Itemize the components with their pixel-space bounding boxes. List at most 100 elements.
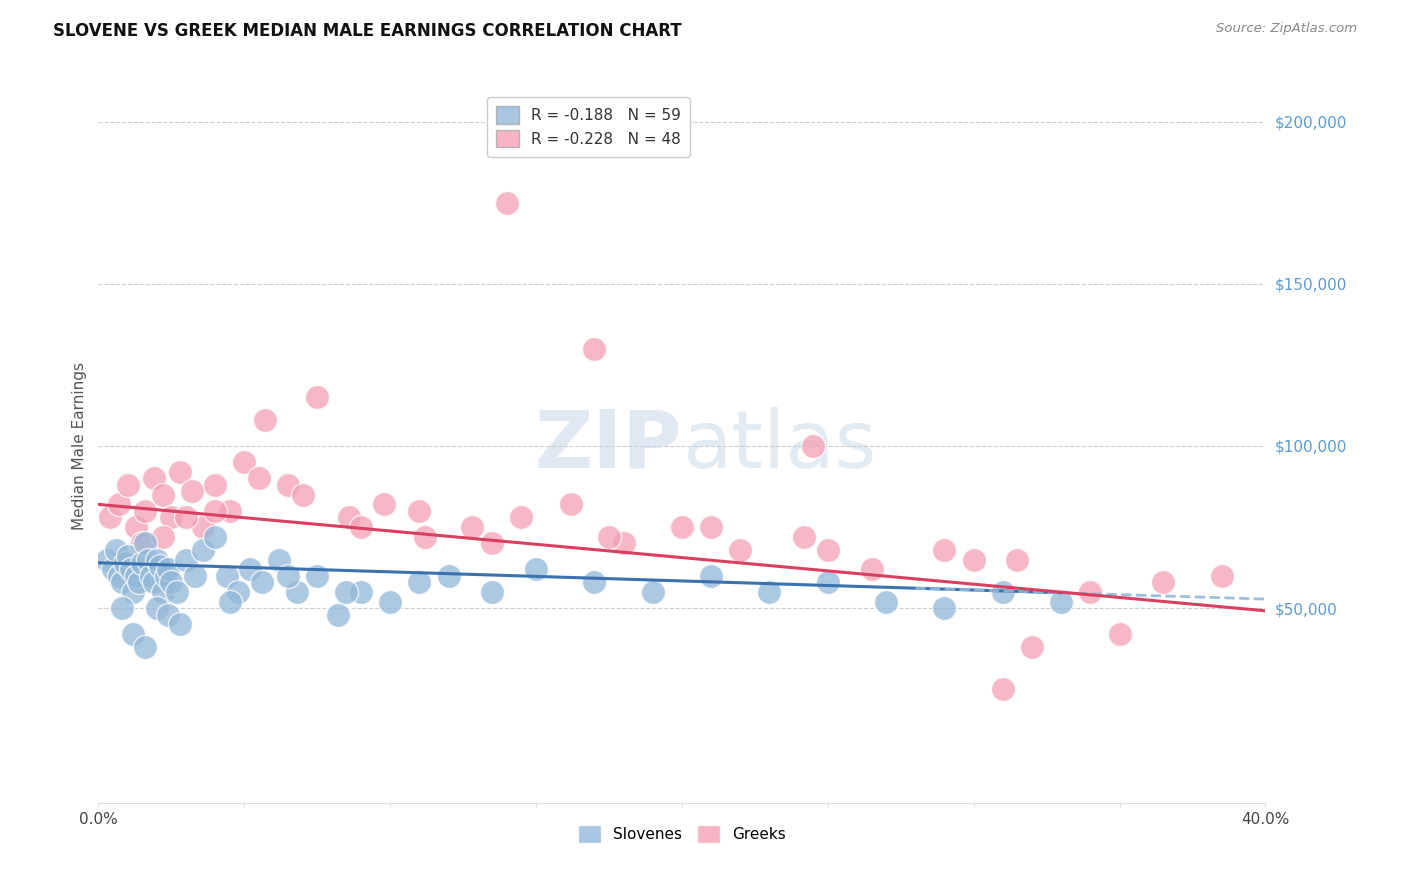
Point — [125, 568, 148, 582]
Point — [96, 552, 118, 566]
Point — [934, 601, 956, 615]
Point — [117, 549, 139, 564]
Point — [496, 195, 519, 210]
Y-axis label: Median Male Earnings: Median Male Earnings — [72, 362, 87, 530]
Point — [481, 536, 503, 550]
Point — [111, 575, 134, 590]
Point — [149, 559, 172, 574]
Point — [991, 682, 1014, 697]
Point — [111, 552, 134, 566]
Point — [991, 585, 1014, 599]
Point — [128, 575, 150, 590]
Point — [612, 536, 634, 550]
Point — [277, 568, 299, 582]
Point — [801, 439, 824, 453]
Point — [169, 617, 191, 632]
Point — [1050, 595, 1073, 609]
Point — [350, 585, 373, 599]
Point — [215, 568, 238, 582]
Point — [142, 575, 165, 590]
Point — [120, 562, 142, 576]
Point — [111, 601, 134, 615]
Text: Source: ZipAtlas.com: Source: ZipAtlas.com — [1216, 22, 1357, 36]
Point — [134, 504, 156, 518]
Point — [233, 455, 256, 469]
Point — [253, 413, 276, 427]
Point — [408, 575, 430, 590]
Point — [413, 530, 436, 544]
Point — [437, 568, 460, 582]
Point — [934, 542, 956, 557]
Point — [461, 520, 484, 534]
Point — [1211, 568, 1233, 582]
Point — [193, 542, 215, 557]
Point — [218, 595, 240, 609]
Legend: Slovenes, Greeks: Slovenes, Greeks — [572, 819, 792, 848]
Point — [228, 585, 250, 599]
Text: ZIP: ZIP — [534, 407, 682, 485]
Point — [180, 484, 202, 499]
Point — [114, 556, 136, 570]
Point — [160, 510, 183, 524]
Point — [152, 585, 174, 599]
Point — [524, 562, 547, 576]
Point — [326, 607, 349, 622]
Point — [277, 478, 299, 492]
Point — [1007, 552, 1029, 566]
Point — [583, 342, 606, 356]
Point — [1021, 640, 1043, 654]
Point — [98, 510, 121, 524]
Point — [204, 504, 226, 518]
Point — [174, 552, 197, 566]
Point — [671, 520, 693, 534]
Text: SLOVENE VS GREEK MEDIAN MALE EARNINGS CORRELATION CHART: SLOVENE VS GREEK MEDIAN MALE EARNINGS CO… — [53, 22, 682, 40]
Point — [146, 552, 169, 566]
Point — [134, 536, 156, 550]
Point — [335, 585, 357, 599]
Point — [481, 585, 503, 599]
Point — [155, 568, 177, 582]
Point — [641, 585, 664, 599]
Point — [962, 552, 984, 566]
Point — [131, 556, 153, 570]
Point — [598, 530, 620, 544]
Text: atlas: atlas — [682, 407, 876, 485]
Point — [860, 562, 883, 576]
Point — [758, 585, 780, 599]
Point — [700, 520, 723, 534]
Point — [152, 488, 174, 502]
Point — [152, 530, 174, 544]
Point — [1080, 585, 1102, 599]
Point — [239, 562, 262, 576]
Point — [193, 520, 215, 534]
Point — [793, 530, 815, 544]
Point — [373, 497, 395, 511]
Point — [101, 562, 124, 576]
Point — [817, 542, 839, 557]
Point — [146, 601, 169, 615]
Point — [142, 471, 165, 485]
Point — [337, 510, 360, 524]
Point — [122, 627, 145, 641]
Point — [700, 568, 723, 582]
Point — [218, 504, 240, 518]
Point — [157, 562, 180, 576]
Point — [174, 510, 197, 524]
Point — [166, 585, 188, 599]
Point — [169, 465, 191, 479]
Point — [183, 568, 205, 582]
Point — [204, 478, 226, 492]
Point — [817, 575, 839, 590]
Point — [134, 640, 156, 654]
Point — [122, 585, 145, 599]
Point — [560, 497, 582, 511]
Point — [1108, 627, 1130, 641]
Point — [408, 504, 430, 518]
Point — [117, 478, 139, 492]
Point — [204, 530, 226, 544]
Point — [136, 552, 159, 566]
Point — [125, 520, 148, 534]
Point — [269, 552, 291, 566]
Point — [875, 595, 897, 609]
Point — [510, 510, 533, 524]
